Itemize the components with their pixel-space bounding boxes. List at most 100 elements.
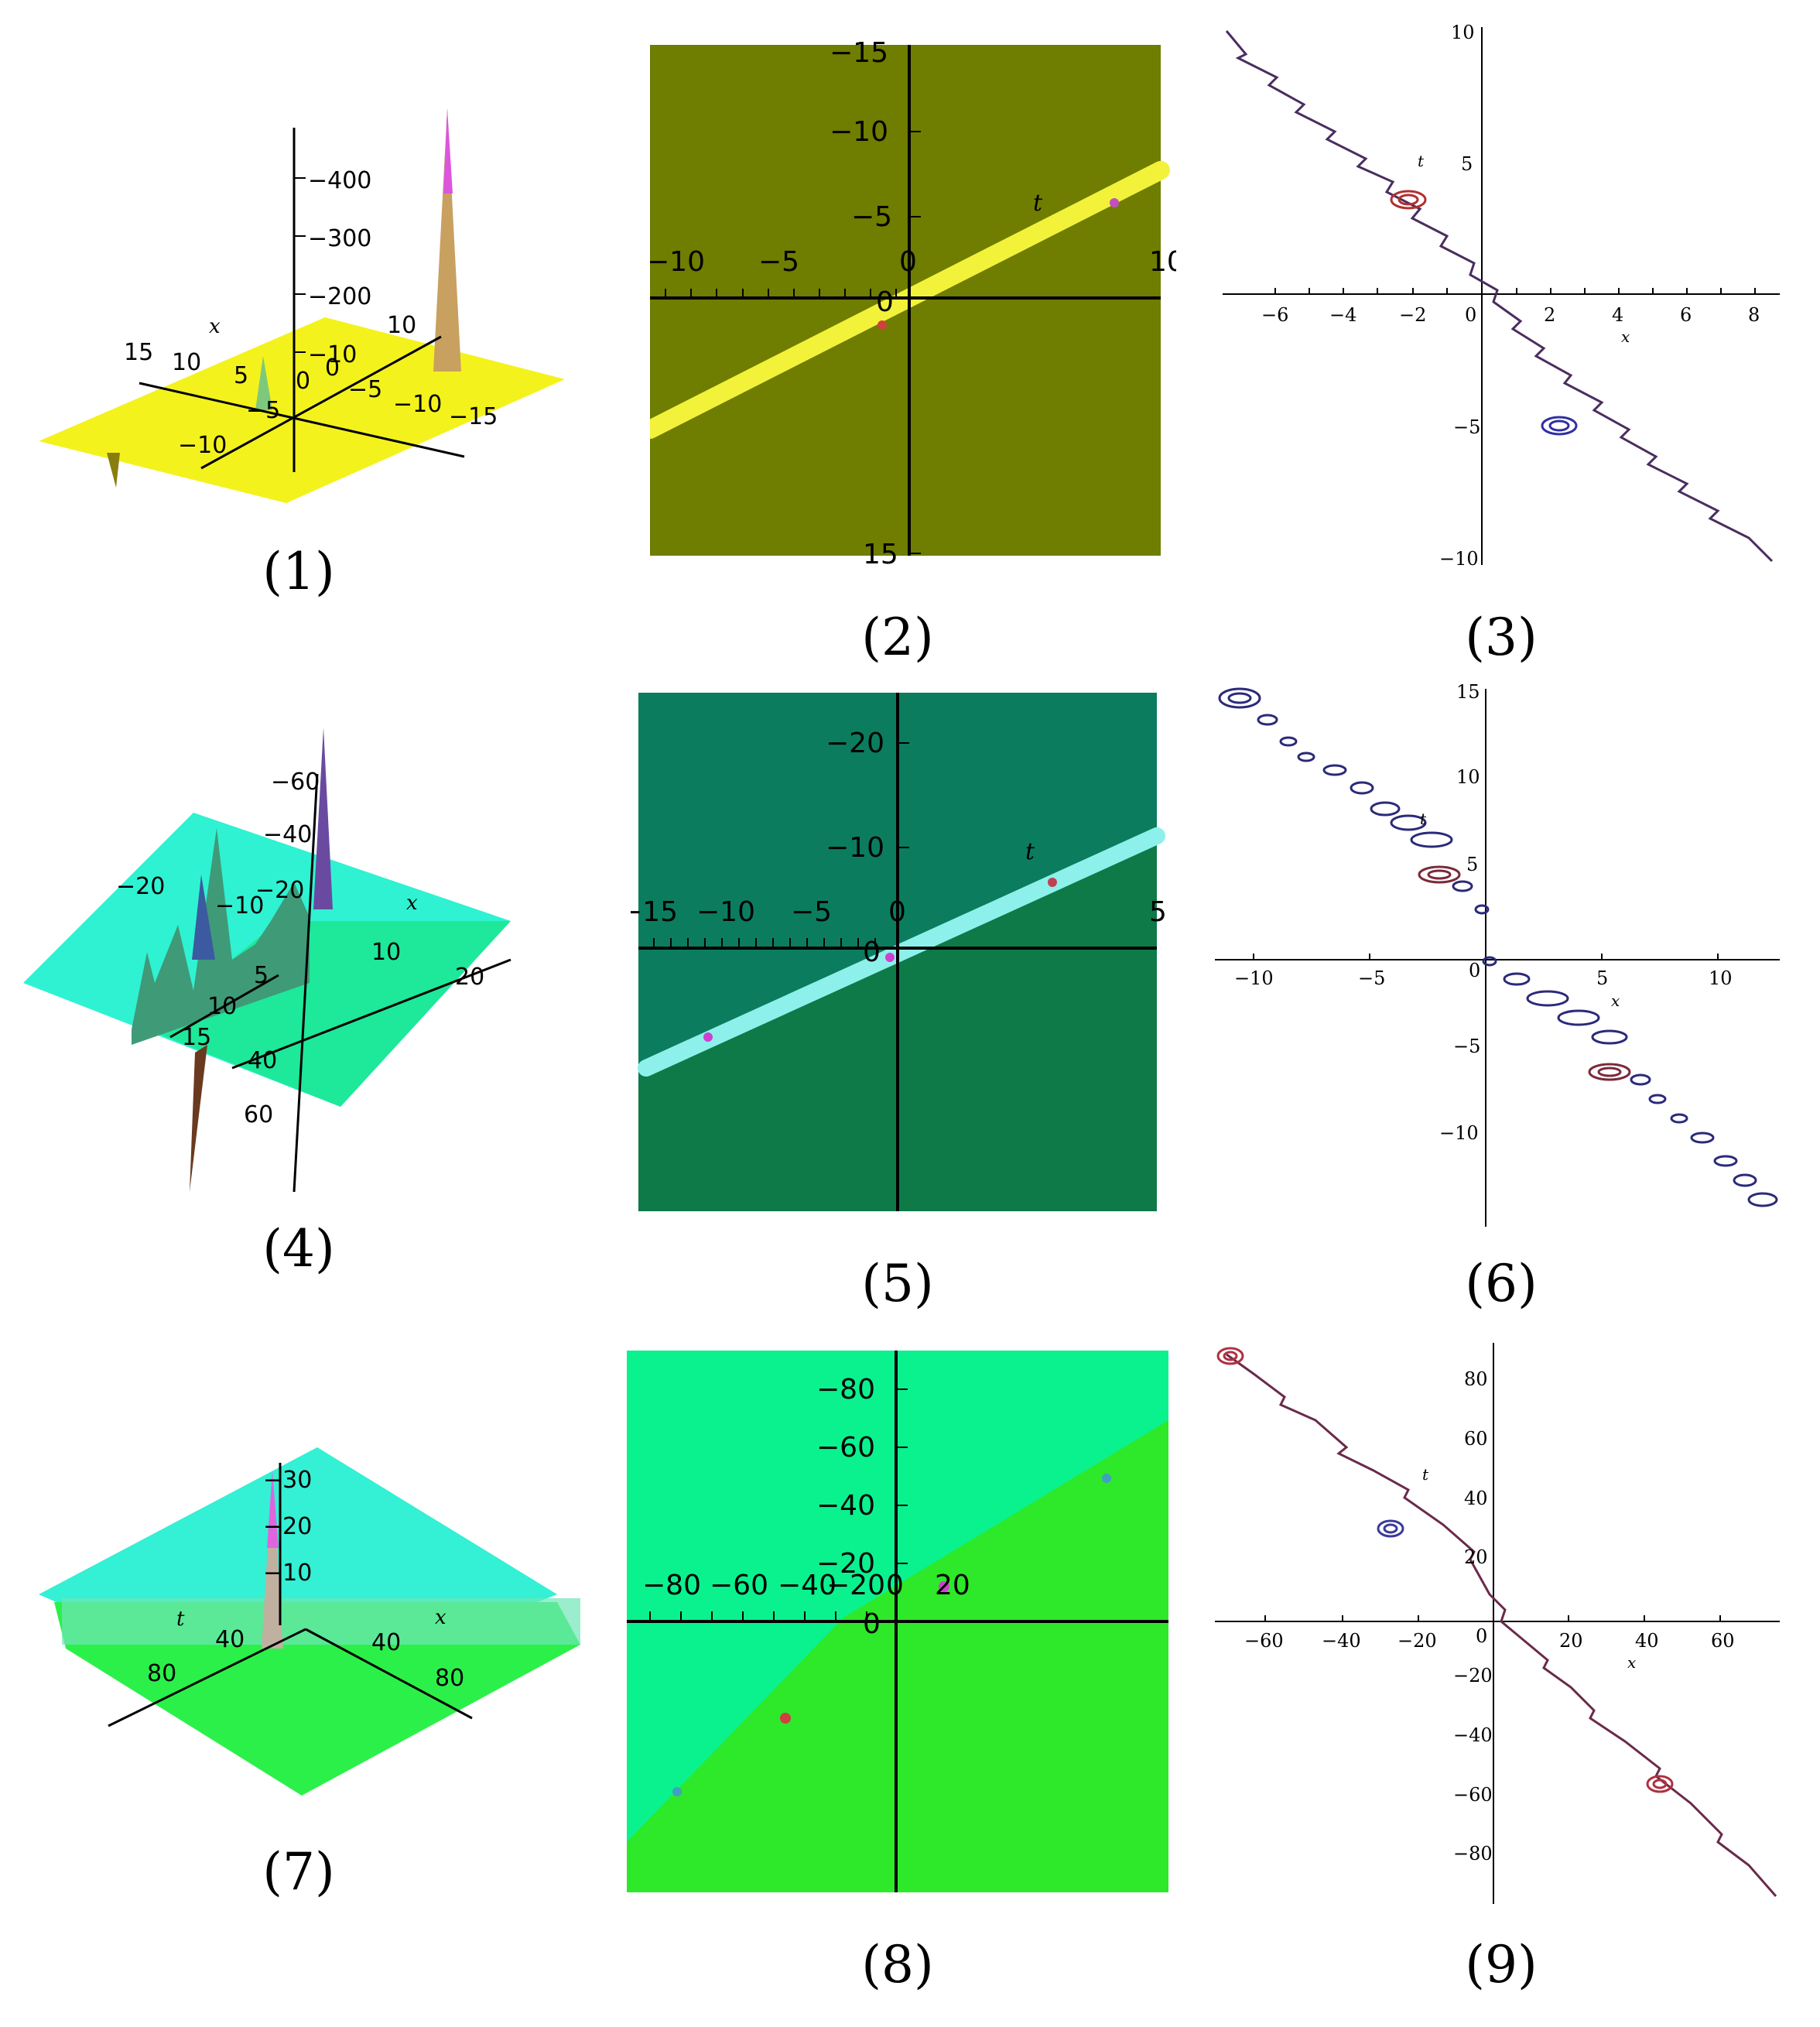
- z-tick-label: −200: [308, 283, 371, 310]
- x-tick-label: 40: [371, 1629, 401, 1656]
- contour-blob-red-inner: [1398, 193, 1419, 206]
- z-tick-label: −30: [263, 1467, 312, 1494]
- x-tick-label: −5: [1358, 967, 1385, 989]
- x-tick-label: −4: [1329, 304, 1356, 326]
- y-tick-label: −20: [826, 728, 884, 759]
- boundary-spot: [672, 1787, 682, 1796]
- y-tick-label: −5: [1453, 1036, 1480, 1057]
- z-tick-label: −300: [308, 225, 371, 252]
- y-tick-label: −10: [1439, 548, 1479, 570]
- panel-1-surface-plot: −400 −300 −200 −10 15 10 5 0 −5 −10 10 0…: [39, 108, 565, 503]
- contour-lines: [1218, 687, 1778, 1207]
- panel-6-contour-plot: −10 −5 0 5 10 15 10 5 −5 −10 t x: [1215, 681, 1780, 1227]
- x-tick-label: −15: [631, 896, 678, 928]
- y-tick-label: −10: [1439, 1122, 1479, 1144]
- x-tick-label: 0: [899, 246, 917, 278]
- surface-dip: [190, 1045, 207, 1192]
- y-tick-label: −60: [1453, 1784, 1493, 1806]
- panel-2-density-plot: −10 −5 0 10 −15 −10 −5 0 15 t: [650, 37, 1176, 565]
- z-ticks: [294, 177, 306, 353]
- y-tick-label: −20: [816, 1548, 875, 1580]
- y-tick-label: −40: [816, 1490, 875, 1522]
- surface-dip: [107, 453, 120, 488]
- x-axis-label: x: [1621, 327, 1630, 346]
- y-tick-label: 0: [863, 936, 881, 968]
- x-tick-label: −60: [1244, 1630, 1284, 1652]
- t-axis-label: t: [1025, 838, 1035, 865]
- contour-blob-blue-inner: [1548, 419, 1570, 432]
- y-tick-label: 0: [876, 286, 894, 318]
- boundary-spot: [1102, 1474, 1111, 1483]
- x-tick-label: −20: [826, 1570, 885, 1601]
- surface-ridge: [132, 828, 310, 1045]
- caption-7: (7): [262, 1842, 335, 1902]
- x-tick-label: 40: [1635, 1630, 1659, 1652]
- caption-6: (6): [1465, 1254, 1538, 1313]
- boundary-spot: [939, 1581, 949, 1592]
- x-tick-label: 0: [296, 368, 310, 395]
- x-tick-label: 8: [1748, 304, 1760, 326]
- x-axis: [305, 1628, 473, 1720]
- y-tick-label: 5: [1466, 854, 1478, 875]
- x-tick-label: −20: [116, 873, 165, 900]
- y-tick-label: 80: [1464, 1368, 1488, 1390]
- y-tick-label: −10: [393, 391, 442, 418]
- y-tick-label: −10: [830, 116, 888, 148]
- x-axis-label: x: [209, 315, 221, 338]
- panel-5-density-plot: −15 −10 −5 0 5 −20 −10 0 t: [631, 693, 1167, 1211]
- caption-9: (9): [1465, 1935, 1538, 1994]
- y-tick-label: 60: [1464, 1428, 1488, 1450]
- z-axis: [292, 773, 319, 1193]
- t-axis: [108, 1628, 306, 1727]
- x-tick-label: −80: [642, 1570, 701, 1601]
- x-tick-label: 10: [172, 349, 201, 376]
- density-stripe: [650, 161, 1170, 439]
- z-tick-label: −20: [263, 1513, 312, 1540]
- x-tick-label: 5: [234, 362, 248, 389]
- x-tick-label: −5: [246, 397, 280, 424]
- z-tick-label: 40: [248, 1047, 277, 1074]
- x-tick-label: 10: [371, 939, 401, 966]
- surface-peak: [192, 875, 215, 960]
- x-tick-label: −40: [778, 1570, 836, 1601]
- stripe-spot: [1110, 198, 1119, 207]
- panel-8-density-plot: −80 −60 −40 −20 0 20 −80 −60 −40 −20 0: [627, 1351, 1168, 1892]
- surface-peak-large-top: [443, 108, 453, 193]
- x-axis: [231, 958, 511, 1070]
- caption-4: (4): [262, 1219, 335, 1279]
- panel-8: −80 −60 −40 −20 0 20 −80 −60 −40 −20 0: [619, 1347, 1176, 1904]
- x-axis: [139, 382, 465, 458]
- surface-peak: [262, 1471, 283, 1649]
- x-axis-ticks: [665, 289, 897, 298]
- y-tick-label: −80: [816, 1374, 875, 1406]
- contour-blob-blue: [1377, 1519, 1404, 1538]
- x-tick-label: 0: [1476, 1625, 1487, 1647]
- y-axis: [169, 974, 279, 1039]
- contour-blob-red: [1418, 865, 1631, 1081]
- x-tick-label: 0: [888, 896, 906, 928]
- surface-plane: [39, 317, 565, 503]
- stripe-spot: [703, 1032, 713, 1042]
- surface-peak-large: [433, 108, 461, 372]
- caption-1: (1): [262, 542, 335, 601]
- surface-peak-small: [255, 356, 272, 410]
- caption-5: (5): [861, 1254, 934, 1313]
- z-tick-label: −10: [263, 1560, 312, 1587]
- x-tick-label: 6: [1680, 304, 1692, 326]
- t-tick-label: 40: [215, 1626, 245, 1653]
- y-tick-label: −10: [826, 832, 884, 864]
- y-tick-label: −40: [1453, 1724, 1493, 1746]
- y-tick-label: 5: [254, 962, 269, 989]
- x-tick-label: −10: [178, 432, 227, 459]
- y-tick-label: 20: [1464, 1546, 1488, 1568]
- panel-9-contour-plot: −60 −40 −20 0 20 40 60 80 60 40 20 −20 −…: [1215, 1343, 1780, 1904]
- z-tick-label: −400: [308, 167, 371, 194]
- x-tick-label: 60: [1711, 1630, 1735, 1652]
- y-axis-ticks: [896, 1388, 908, 1564]
- panel-7: −30 −20 −10 80 40 40 80 t x: [31, 1440, 588, 1811]
- x-axis-ticks: [653, 938, 876, 948]
- x-tick-label: −2: [1399, 304, 1426, 326]
- x-tick-label: −10: [1234, 967, 1274, 989]
- x-tick-label: 20: [455, 964, 484, 991]
- stripe-spot: [885, 953, 895, 962]
